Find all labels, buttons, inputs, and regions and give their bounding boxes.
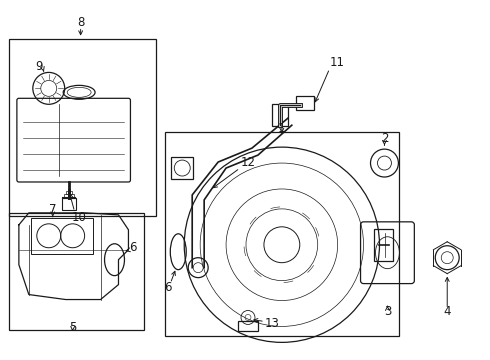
Bar	[64, 194, 74, 198]
Text: 13: 13	[265, 317, 279, 330]
Bar	[238, 321, 258, 332]
Bar	[165, 132, 399, 336]
Text: 2: 2	[381, 132, 388, 145]
Text: 3: 3	[384, 305, 391, 318]
Bar	[9, 213, 145, 330]
Bar	[172, 157, 193, 179]
Bar	[66, 191, 72, 194]
Text: 6: 6	[129, 241, 136, 254]
Text: 6: 6	[165, 281, 172, 294]
Text: 12: 12	[241, 156, 255, 168]
Bar	[296, 96, 314, 110]
Bar	[9, 39, 156, 216]
Text: 1: 1	[278, 122, 286, 135]
Bar	[272, 104, 288, 126]
Bar	[31, 218, 93, 254]
Text: 8: 8	[77, 16, 84, 29]
Text: 11: 11	[330, 56, 345, 69]
Bar	[62, 198, 75, 210]
Text: 7: 7	[49, 203, 56, 216]
Text: 9: 9	[35, 60, 43, 73]
Text: 4: 4	[443, 305, 451, 318]
Text: 5: 5	[69, 321, 76, 334]
Bar	[373, 229, 393, 261]
Text: 10: 10	[71, 211, 86, 224]
